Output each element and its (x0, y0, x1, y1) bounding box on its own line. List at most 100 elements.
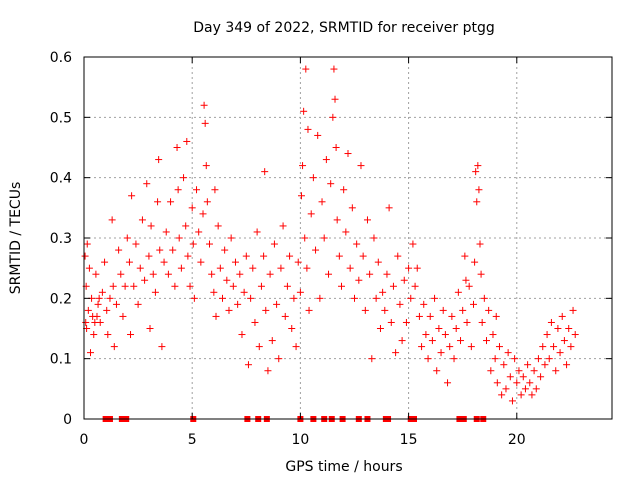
data-point (435, 325, 443, 332)
data-point (413, 264, 421, 272)
data-point (146, 325, 154, 332)
data-point (389, 282, 397, 290)
data-point (396, 300, 404, 308)
data-point (350, 294, 358, 302)
data-point (318, 198, 326, 206)
data-point (446, 343, 454, 351)
data-point (374, 258, 382, 266)
data-point (441, 331, 449, 339)
plot-frame (83, 56, 613, 420)
x-tick-label: 20 (508, 432, 526, 448)
data-point (474, 162, 482, 170)
y-tick-label: 0.3 (50, 231, 72, 247)
data-point (565, 325, 573, 332)
data-point (299, 162, 307, 170)
data-point (251, 318, 259, 326)
data-point (167, 198, 175, 206)
data-point (186, 282, 194, 290)
data-point (84, 306, 92, 314)
data-point (253, 228, 261, 236)
data-point (236, 270, 244, 278)
data-point (283, 282, 291, 290)
data-point (104, 331, 112, 339)
data-point (482, 337, 490, 345)
data-point (244, 361, 252, 369)
data-point (193, 186, 201, 194)
data-point (567, 343, 575, 351)
data-point (261, 168, 269, 176)
y-tick-label: 0.2 (50, 291, 72, 307)
data-point (444, 379, 452, 387)
data-point (208, 270, 216, 278)
grid-lines (84, 57, 612, 419)
data-point (459, 306, 467, 314)
data-point (355, 276, 363, 284)
data-point (471, 258, 479, 266)
data-point (290, 294, 298, 302)
data-point (154, 198, 162, 206)
data-point (273, 300, 281, 308)
data-point (359, 252, 367, 260)
data-point (240, 288, 248, 296)
data-point (368, 355, 376, 363)
data-points (81, 65, 579, 405)
data-point (190, 294, 198, 302)
data-point (454, 288, 462, 296)
data-point (103, 306, 111, 314)
data-point (409, 240, 417, 248)
data-point (348, 204, 356, 212)
data-point (519, 373, 527, 381)
data-point (112, 300, 120, 308)
data-point (418, 343, 426, 351)
data-point (411, 282, 419, 290)
data-point (304, 125, 312, 133)
data-point (268, 337, 276, 345)
data-point (463, 318, 471, 326)
data-point (387, 318, 395, 326)
data-point (206, 240, 214, 248)
data-point (147, 222, 155, 230)
data-point (300, 107, 308, 115)
data-point (264, 367, 272, 375)
data-point (493, 379, 501, 387)
data-point (189, 240, 197, 248)
data-point (316, 294, 324, 302)
data-point (231, 258, 239, 266)
data-point (340, 186, 348, 194)
data-point (528, 391, 536, 399)
data-point (85, 264, 93, 272)
data-point (547, 318, 555, 326)
data-point (332, 144, 340, 151)
y-tick-labels: 0 0.1 0.2 0.3 0.4 0.5 0.6 (50, 50, 72, 428)
data-point (101, 258, 109, 266)
data-point (108, 216, 116, 224)
data-point (477, 270, 485, 278)
data-point (394, 252, 402, 260)
data-point (93, 312, 101, 320)
data-point (202, 162, 210, 170)
data-point (115, 246, 123, 254)
data-point (145, 252, 153, 260)
data-point (210, 288, 218, 296)
data-point (160, 258, 168, 266)
data-point (433, 367, 441, 375)
data-point (504, 349, 512, 357)
data-point (405, 264, 413, 272)
data-point (560, 337, 568, 345)
data-point (227, 234, 235, 242)
data-point (330, 65, 338, 73)
data-point (402, 318, 410, 326)
data-point (262, 306, 270, 314)
data-point (303, 264, 311, 272)
data-point (392, 349, 400, 357)
data-point (173, 144, 181, 151)
data-point (462, 276, 470, 284)
data-point (125, 258, 133, 266)
data-point (480, 294, 488, 302)
data-point (216, 264, 224, 272)
data-point (81, 252, 89, 260)
data-point (266, 270, 274, 278)
data-point (439, 306, 447, 314)
data-point (383, 270, 391, 278)
data-point (424, 355, 432, 363)
